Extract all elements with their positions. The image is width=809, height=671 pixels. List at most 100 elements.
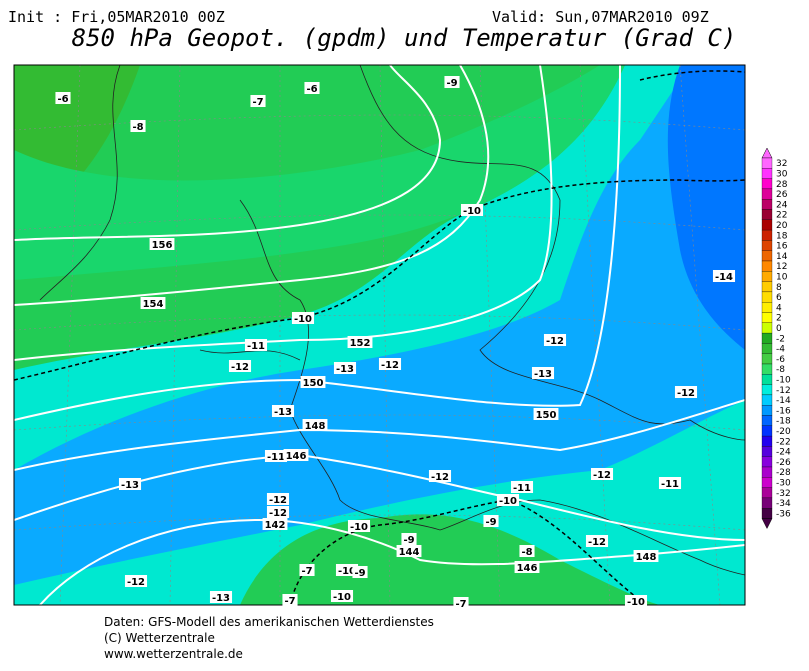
- label-box: [304, 82, 320, 94]
- contour-label: 150: [533, 408, 559, 421]
- contour-label: -12: [378, 358, 402, 371]
- footer-line: Daten: GFS-Modell des amerikanischen Wet…: [104, 615, 434, 629]
- label-box: [333, 362, 357, 374]
- label-text: -6: [306, 84, 317, 95]
- label-text: -12: [269, 495, 287, 506]
- colorbar-cell: [761, 477, 773, 488]
- contour-label: 146: [283, 449, 309, 462]
- contour-label: -7: [282, 594, 298, 607]
- colorbar-cell: [761, 425, 773, 437]
- label-text: -11: [247, 341, 265, 352]
- label-box: [330, 590, 354, 602]
- contour-label: -12: [543, 334, 567, 347]
- label-box: [531, 367, 555, 379]
- colorbar-label: -36: [776, 509, 791, 519]
- label-box: [250, 95, 266, 107]
- label-box: [633, 550, 659, 562]
- contour-label: -7: [453, 597, 469, 610]
- contour-label: -8: [130, 120, 146, 133]
- colorbar-cell: [761, 415, 773, 426]
- label-box: [299, 564, 315, 576]
- contour-label: -9: [352, 566, 368, 579]
- label-box: [483, 515, 499, 527]
- geopotential-contours: [14, 65, 745, 605]
- colorbar-cell: [761, 508, 773, 519]
- contour-label: -11: [510, 481, 534, 494]
- contour-label: -11: [244, 339, 268, 352]
- label-text: -7: [455, 599, 466, 610]
- contour-label: -7: [299, 564, 315, 577]
- colorbar-cell: [761, 229, 773, 241]
- label-box: [228, 360, 252, 372]
- colorbar-cell: [761, 446, 773, 457]
- contour-label: -8: [519, 545, 535, 558]
- contour-label: -13: [531, 367, 555, 380]
- colorbar-label: -16: [776, 406, 791, 416]
- colorbar-cell: [761, 250, 773, 262]
- map-area: [13, 64, 746, 606]
- contour-label: -10: [291, 312, 315, 325]
- label-box: [674, 386, 698, 398]
- colorbar-label: 2: [776, 314, 782, 324]
- label-box: [533, 408, 559, 420]
- label-box: [347, 336, 373, 348]
- label-text: 146: [286, 451, 307, 462]
- colorbar-label: 14: [776, 252, 788, 262]
- colorbar-cell: [761, 157, 773, 169]
- colorbar: 32302826242220181614121086420-2-4-6-8-10…: [761, 147, 791, 530]
- colorbar-label: -6: [776, 355, 785, 365]
- colorbar-cell: [761, 497, 773, 509]
- colorbar-label: -10: [776, 375, 791, 385]
- label-box: [291, 312, 315, 324]
- colorbar-cell: [761, 209, 773, 220]
- colorbar-label: -12: [776, 386, 791, 396]
- temp-field: [14, 65, 745, 585]
- colorbar-label: 28: [776, 180, 788, 190]
- colorbar-label: 8: [776, 283, 782, 293]
- colorbar-cell: [761, 374, 773, 385]
- label-text: -9: [354, 568, 365, 579]
- label-box: [624, 595, 648, 607]
- label-text: -11: [513, 483, 531, 494]
- footer-line: www.wetterzentrale.de: [104, 647, 243, 661]
- label-text: -12: [127, 577, 145, 588]
- label-text: -10: [338, 566, 356, 577]
- label-text: 144: [399, 547, 420, 558]
- colorbar-cell: [761, 456, 773, 468]
- label-text: -10: [294, 314, 312, 325]
- colorbar-cell: [761, 260, 773, 272]
- colorbar-cell: [761, 271, 773, 282]
- label-text: -10: [350, 522, 368, 533]
- label-text: -8: [132, 122, 143, 133]
- label-text: -9: [446, 78, 457, 89]
- label-box: [590, 468, 614, 480]
- label-text: -13: [534, 369, 552, 380]
- contour-label: 142: [262, 518, 288, 531]
- init-time: Init : Fri,05MAR2010 00Z: [8, 8, 225, 26]
- label-text: 148: [305, 421, 326, 432]
- temp-field: [14, 65, 625, 280]
- label-text: -14: [715, 272, 733, 283]
- colorbar-cell: [761, 394, 773, 406]
- label-box: [271, 405, 295, 417]
- colorbar-cell: [761, 466, 773, 478]
- colorbar-label: 6: [776, 293, 782, 303]
- label-text: -13: [212, 593, 230, 604]
- label-box: [658, 477, 682, 489]
- map-frame: [13, 64, 746, 606]
- label-text: 142: [265, 520, 286, 531]
- contour-label: -11: [264, 450, 288, 463]
- colorbar-arrow: [761, 147, 773, 159]
- colorbar-label: 4: [776, 303, 782, 313]
- colorbar-arrow: [761, 518, 773, 530]
- colorbar-cell: [761, 343, 773, 354]
- contour-label: -7: [250, 95, 266, 108]
- label-box: [401, 533, 417, 545]
- colorbar-cell: [761, 332, 773, 344]
- contour-label: 144: [396, 545, 422, 558]
- footer-line: (C) Wetterzentrale: [104, 631, 215, 645]
- label-box: [302, 419, 328, 431]
- contour-label: -6: [55, 92, 71, 105]
- label-box: [266, 493, 290, 505]
- label-box: [244, 339, 268, 351]
